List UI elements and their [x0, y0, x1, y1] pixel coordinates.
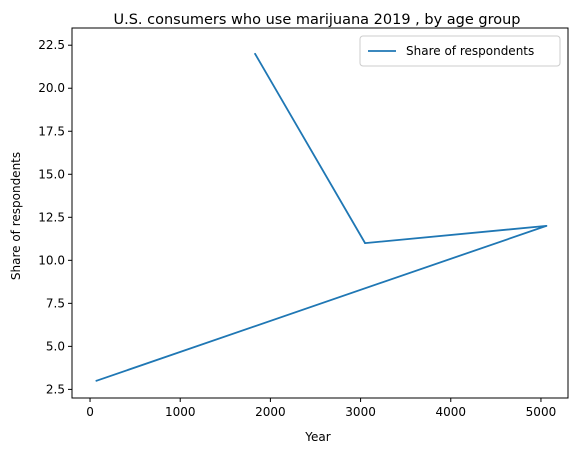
- y-tick-label: 17.5: [38, 124, 65, 138]
- x-axis-title: Year: [304, 430, 330, 444]
- data-point: [95, 379, 98, 382]
- plot-area: 0 1000 2000 3000 4000 5000 2.5 5.0 7.5 10.0 12.5 1…: [38, 27, 569, 419]
- y-tick-label: 22.5: [38, 38, 65, 52]
- data-point: [545, 225, 548, 227]
- plot-frame: [71, 27, 569, 399]
- x-tick-label: 2000: [255, 405, 286, 419]
- legend-label: Share of respondents: [406, 44, 534, 58]
- y-tick-label: 20.0: [38, 81, 65, 95]
- x-tick-label: 4000: [435, 405, 466, 419]
- y-tick-label: 5.0: [46, 339, 65, 353]
- y-tick-label: 2.5: [46, 382, 65, 396]
- data-point: [364, 242, 366, 245]
- x-tick-label: 1000: [165, 405, 196, 419]
- y-axis: 2.5 5.0 7.5 10.0 12.5 15.0 17.5 20.0 22.5: [38, 38, 72, 396]
- x-tick-label: 3000: [345, 405, 376, 419]
- x-tick-label: 5000: [526, 405, 557, 419]
- x-axis: 0 1000 2000 3000 4000 5000: [86, 398, 556, 419]
- y-tick-label: 15.0: [38, 167, 65, 181]
- legend-frame: [359, 35, 561, 67]
- series-layer: [95, 52, 548, 382]
- y-tick-label: 12.5: [38, 210, 65, 224]
- series-line: [96, 53, 548, 382]
- x-tick-label: 0: [86, 405, 94, 419]
- y-tick-label: 10.0: [38, 253, 65, 267]
- y-tick-label: 7.5: [46, 296, 65, 310]
- data-point: [254, 52, 256, 55]
- y-axis-title: Share of respondents: [9, 152, 23, 280]
- legend: Share of respondents: [359, 35, 561, 67]
- chart-title: U.S. consumers who use marijuana 2019 , …: [113, 12, 520, 28]
